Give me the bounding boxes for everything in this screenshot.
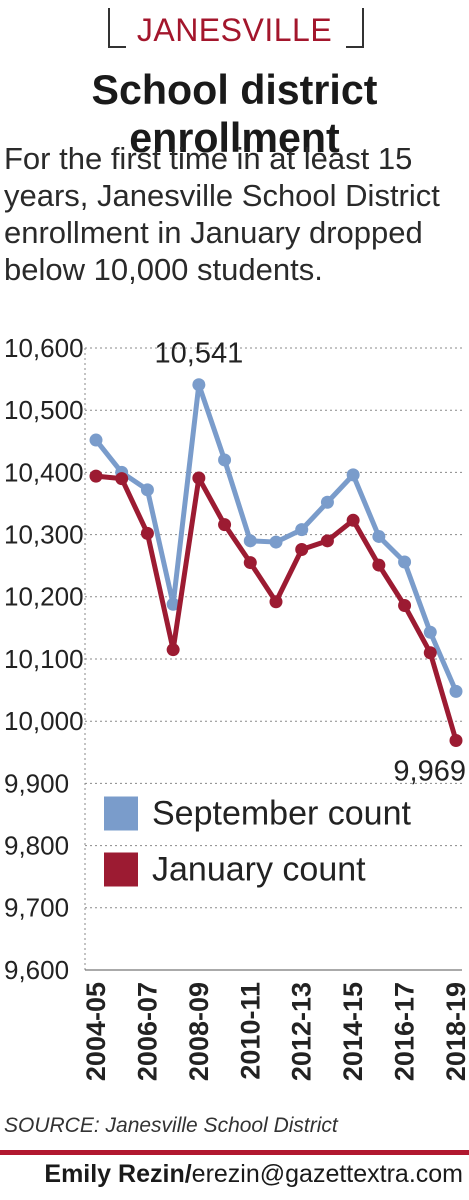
- january-data-point: [372, 558, 386, 572]
- x-tick-label: 2012-13: [287, 982, 317, 1081]
- kicker: JANESVILLE: [136, 12, 333, 48]
- x-tick-label: 2016-17: [390, 982, 420, 1081]
- september-data-point: [346, 468, 360, 482]
- y-tick-label: 9,600: [4, 955, 69, 985]
- january-data-point: [89, 469, 103, 483]
- september-data-point: [269, 535, 283, 549]
- y-tick-label: 10,500: [4, 395, 84, 425]
- september-data-point: [243, 534, 257, 548]
- january-data-point: [320, 534, 334, 548]
- x-tick-label: 2004-05: [81, 982, 111, 1081]
- january-data-point: [218, 518, 232, 532]
- january-data-point: [192, 471, 206, 485]
- header-bracket-right: [346, 8, 364, 48]
- september-data-point: [295, 523, 309, 537]
- y-tick-label: 10,400: [4, 457, 84, 487]
- january-data-point: [449, 733, 463, 747]
- y-tick-label: 9,800: [4, 830, 69, 860]
- legend-swatch-september: [104, 796, 138, 831]
- data-label: 10,541: [155, 338, 244, 370]
- source-note: SOURCE: Janesville School District: [4, 1114, 338, 1137]
- y-tick-label: 10,200: [4, 582, 84, 612]
- legend-label-january: January count: [152, 851, 366, 889]
- january-data-point: [166, 643, 180, 657]
- x-tick-label: 2008-09: [184, 982, 214, 1081]
- enrollment-line-chart: 9,600 9,700 9,800 9,900 10,000 10,100 10,200 10…: [4, 333, 469, 1081]
- september-data-point: [218, 453, 232, 467]
- y-tick-label: 10,100: [4, 644, 84, 674]
- january-data-point: [295, 543, 309, 557]
- september-data-point: [372, 529, 386, 543]
- september-data-point: [398, 555, 412, 569]
- x-tick-label: 2010-11: [235, 982, 265, 1080]
- y-tick-label: 10,000: [4, 706, 84, 736]
- january-data-point: [243, 556, 257, 570]
- september-data-point: [140, 483, 154, 497]
- september-data-point: [449, 684, 463, 698]
- byline: Emily Rezin/erezin@gazettextra.com: [44, 1160, 463, 1189]
- y-tick-label: 9,700: [4, 893, 69, 923]
- january-data-point: [346, 513, 360, 527]
- january-data-point: [398, 599, 412, 613]
- intro-text: For the first time in at least 15 years,…: [4, 141, 440, 287]
- byline-name: Emily Rezin: [44, 1160, 185, 1188]
- byline-separator: /: [184, 1160, 192, 1188]
- data-label: 9,969: [393, 755, 466, 787]
- january-data-point: [423, 646, 437, 660]
- y-tick-label: 10,600: [4, 333, 84, 363]
- january-data-point: [115, 472, 129, 486]
- byline-email[interactable]: erezin@gazettextra.com: [191, 1160, 463, 1188]
- september-data-point: [89, 433, 103, 447]
- january-data-point: [140, 526, 154, 540]
- x-tick-label: 2006-07: [132, 982, 162, 1081]
- page-title: School district enrollment: [91, 66, 378, 161]
- legend-swatch-january: [104, 852, 138, 887]
- x-tick-label: 2018-19: [441, 982, 469, 1081]
- september-data-point: [423, 625, 437, 639]
- legend-label-september: September count: [152, 795, 411, 833]
- header-bracket-left: [108, 8, 126, 48]
- y-tick-label: 10,300: [4, 519, 84, 549]
- x-tick-label: 2014-15: [338, 982, 368, 1081]
- january-data-point: [269, 595, 283, 609]
- y-tick-label: 9,900: [4, 768, 69, 798]
- september-data-point: [166, 597, 180, 611]
- september-data-point: [320, 495, 334, 509]
- september-data-point: [192, 378, 206, 392]
- footer-rule: [0, 1150, 469, 1155]
